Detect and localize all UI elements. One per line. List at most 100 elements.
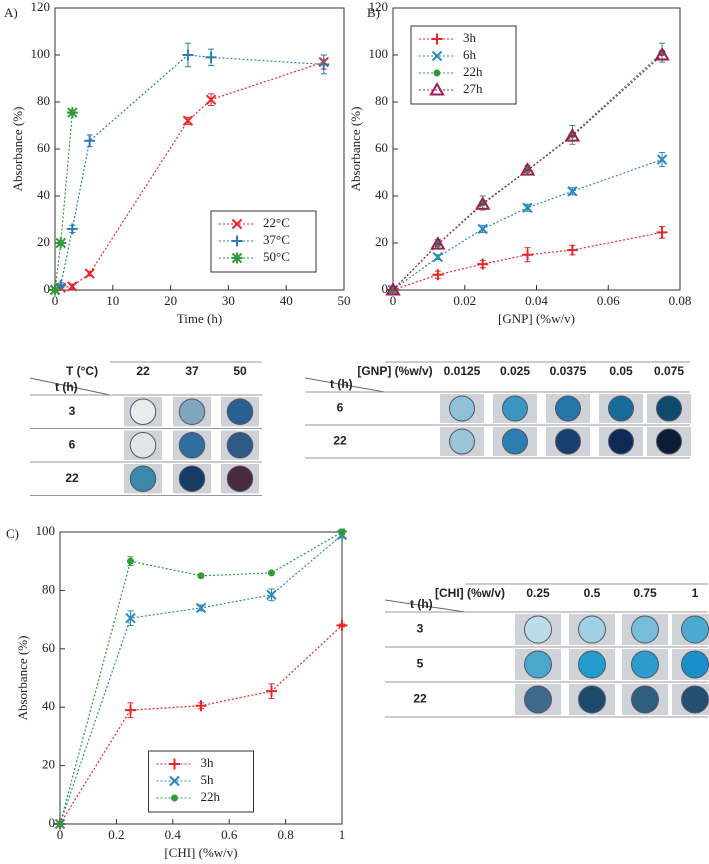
data-point <box>195 602 207 614</box>
row-label: 22 <box>413 692 427 706</box>
well <box>555 428 581 455</box>
well <box>226 432 254 459</box>
header-diagonal <box>29 377 111 396</box>
data-point <box>49 284 61 296</box>
y-axis-label: Absorbance (%) <box>10 107 25 192</box>
data-point <box>654 46 670 61</box>
legend-label: 22°C <box>263 215 290 230</box>
data-point <box>432 251 444 263</box>
y-tick-label: 80 <box>42 581 55 596</box>
data-point <box>67 281 78 292</box>
y-axis-label: Absorbance (%) <box>348 107 363 192</box>
series-line <box>392 159 663 291</box>
data-point <box>318 58 330 70</box>
x-tick-label: 0.06 <box>597 293 620 308</box>
well <box>681 615 709 644</box>
x-axis-label: [GNP] (%w/v) <box>498 311 575 326</box>
x-axis-label: [CHI] (%w/v) <box>164 845 237 860</box>
x-tick-label: 0.4 <box>165 827 182 842</box>
marker-triangle <box>564 128 581 142</box>
data-point <box>125 704 136 716</box>
data-point <box>66 107 78 119</box>
marker-dot <box>127 557 134 565</box>
row-header: t (h) <box>55 380 78 394</box>
y-tick-label: 80 <box>37 93 50 108</box>
marker-dot <box>171 794 178 802</box>
well <box>555 395 581 422</box>
legend-label: 37°C <box>263 232 290 247</box>
y-tick-label: 40 <box>375 187 388 202</box>
well <box>129 398 157 425</box>
legend-label: 22h <box>463 64 483 79</box>
marker-triangle <box>385 281 401 296</box>
marker-stroke <box>67 281 78 292</box>
data-point <box>55 237 67 249</box>
well <box>608 395 634 422</box>
chart: B) 0 0.02 0.04 0.06 0.08 0 20 40 60 80 100 120 [GNP] … <box>348 0 691 326</box>
marker-stroke <box>182 115 194 127</box>
well <box>681 685 709 714</box>
data-point <box>55 279 67 291</box>
column-header: 0.75 <box>633 586 657 600</box>
legend-label: 5h <box>201 772 215 787</box>
well-table: [CHI] (%w/v)t (h) 0.25 0.5 0.75 1 3 5 22 <box>384 583 709 718</box>
well <box>524 650 552 679</box>
marker-dot <box>268 569 275 577</box>
marker-stroke <box>169 775 180 787</box>
marker-stroke <box>205 94 217 105</box>
column-header: 0.0375 <box>550 364 587 378</box>
well-table: [GNP] (%w/v) t (h) 0.0125 0.025 0.0375 0.05 0.… <box>304 361 691 459</box>
data-point <box>564 128 581 142</box>
column-header: 22 <box>136 364 150 378</box>
legend-label: 22h <box>201 789 221 804</box>
chart: A) 0 10 20 30 40 50 0 20 40 60 80 100 120 Time (h) Abso… <box>4 0 351 326</box>
row-header: t (h) <box>410 597 433 611</box>
x-tick-label: 0.8 <box>277 827 293 842</box>
x-tick-label: 50 <box>338 293 351 308</box>
y-tick-label: 0 <box>382 281 389 296</box>
x-tick-label: 40 <box>280 293 293 308</box>
legend-marker <box>429 81 445 96</box>
well <box>631 650 659 679</box>
chart: C) 0 0.2 0.4 0.6 0.8 1 0 20 40 60 80 100 [CHI] (%w/v)… <box>6 523 348 860</box>
x-tick-label: 0.08 <box>669 293 692 308</box>
well <box>129 432 157 459</box>
marker-triangle <box>654 46 670 61</box>
well <box>608 428 634 455</box>
marker-triangle <box>429 81 445 96</box>
data-point <box>336 619 348 631</box>
well <box>226 398 254 425</box>
column-header: 0.5 <box>584 586 601 600</box>
corner-header: [CHI] (%w/v) <box>435 586 505 600</box>
y-tick-label: 20 <box>375 234 388 249</box>
data-point <box>205 51 217 63</box>
column-header: 1 <box>692 586 699 600</box>
data-point <box>430 236 446 250</box>
data-point <box>477 258 489 270</box>
row-label: 3 <box>69 404 76 418</box>
marker-stroke <box>477 223 488 235</box>
data-point <box>84 268 95 279</box>
marker-triangle <box>430 236 446 250</box>
y-tick-label: 0 <box>44 281 51 296</box>
series-line <box>392 54 663 291</box>
well <box>631 615 659 644</box>
data-point <box>567 186 578 197</box>
x-tick-label: 0.02 <box>453 293 476 308</box>
marker-stroke <box>656 154 668 165</box>
legend-marker <box>169 775 180 787</box>
marker-stroke <box>266 589 277 600</box>
well <box>578 615 606 644</box>
marker-stroke <box>195 602 207 614</box>
data-point <box>182 115 194 127</box>
well <box>656 395 682 422</box>
y-tick-label: 20 <box>37 234 50 249</box>
row-label: 6 <box>69 437 76 451</box>
data-point <box>522 202 533 213</box>
row-label: 22 <box>65 471 79 485</box>
y-tick-label: 100 <box>36 523 56 538</box>
column-header: 0.25 <box>526 586 550 600</box>
data-point <box>127 557 134 565</box>
data-point <box>66 223 78 235</box>
